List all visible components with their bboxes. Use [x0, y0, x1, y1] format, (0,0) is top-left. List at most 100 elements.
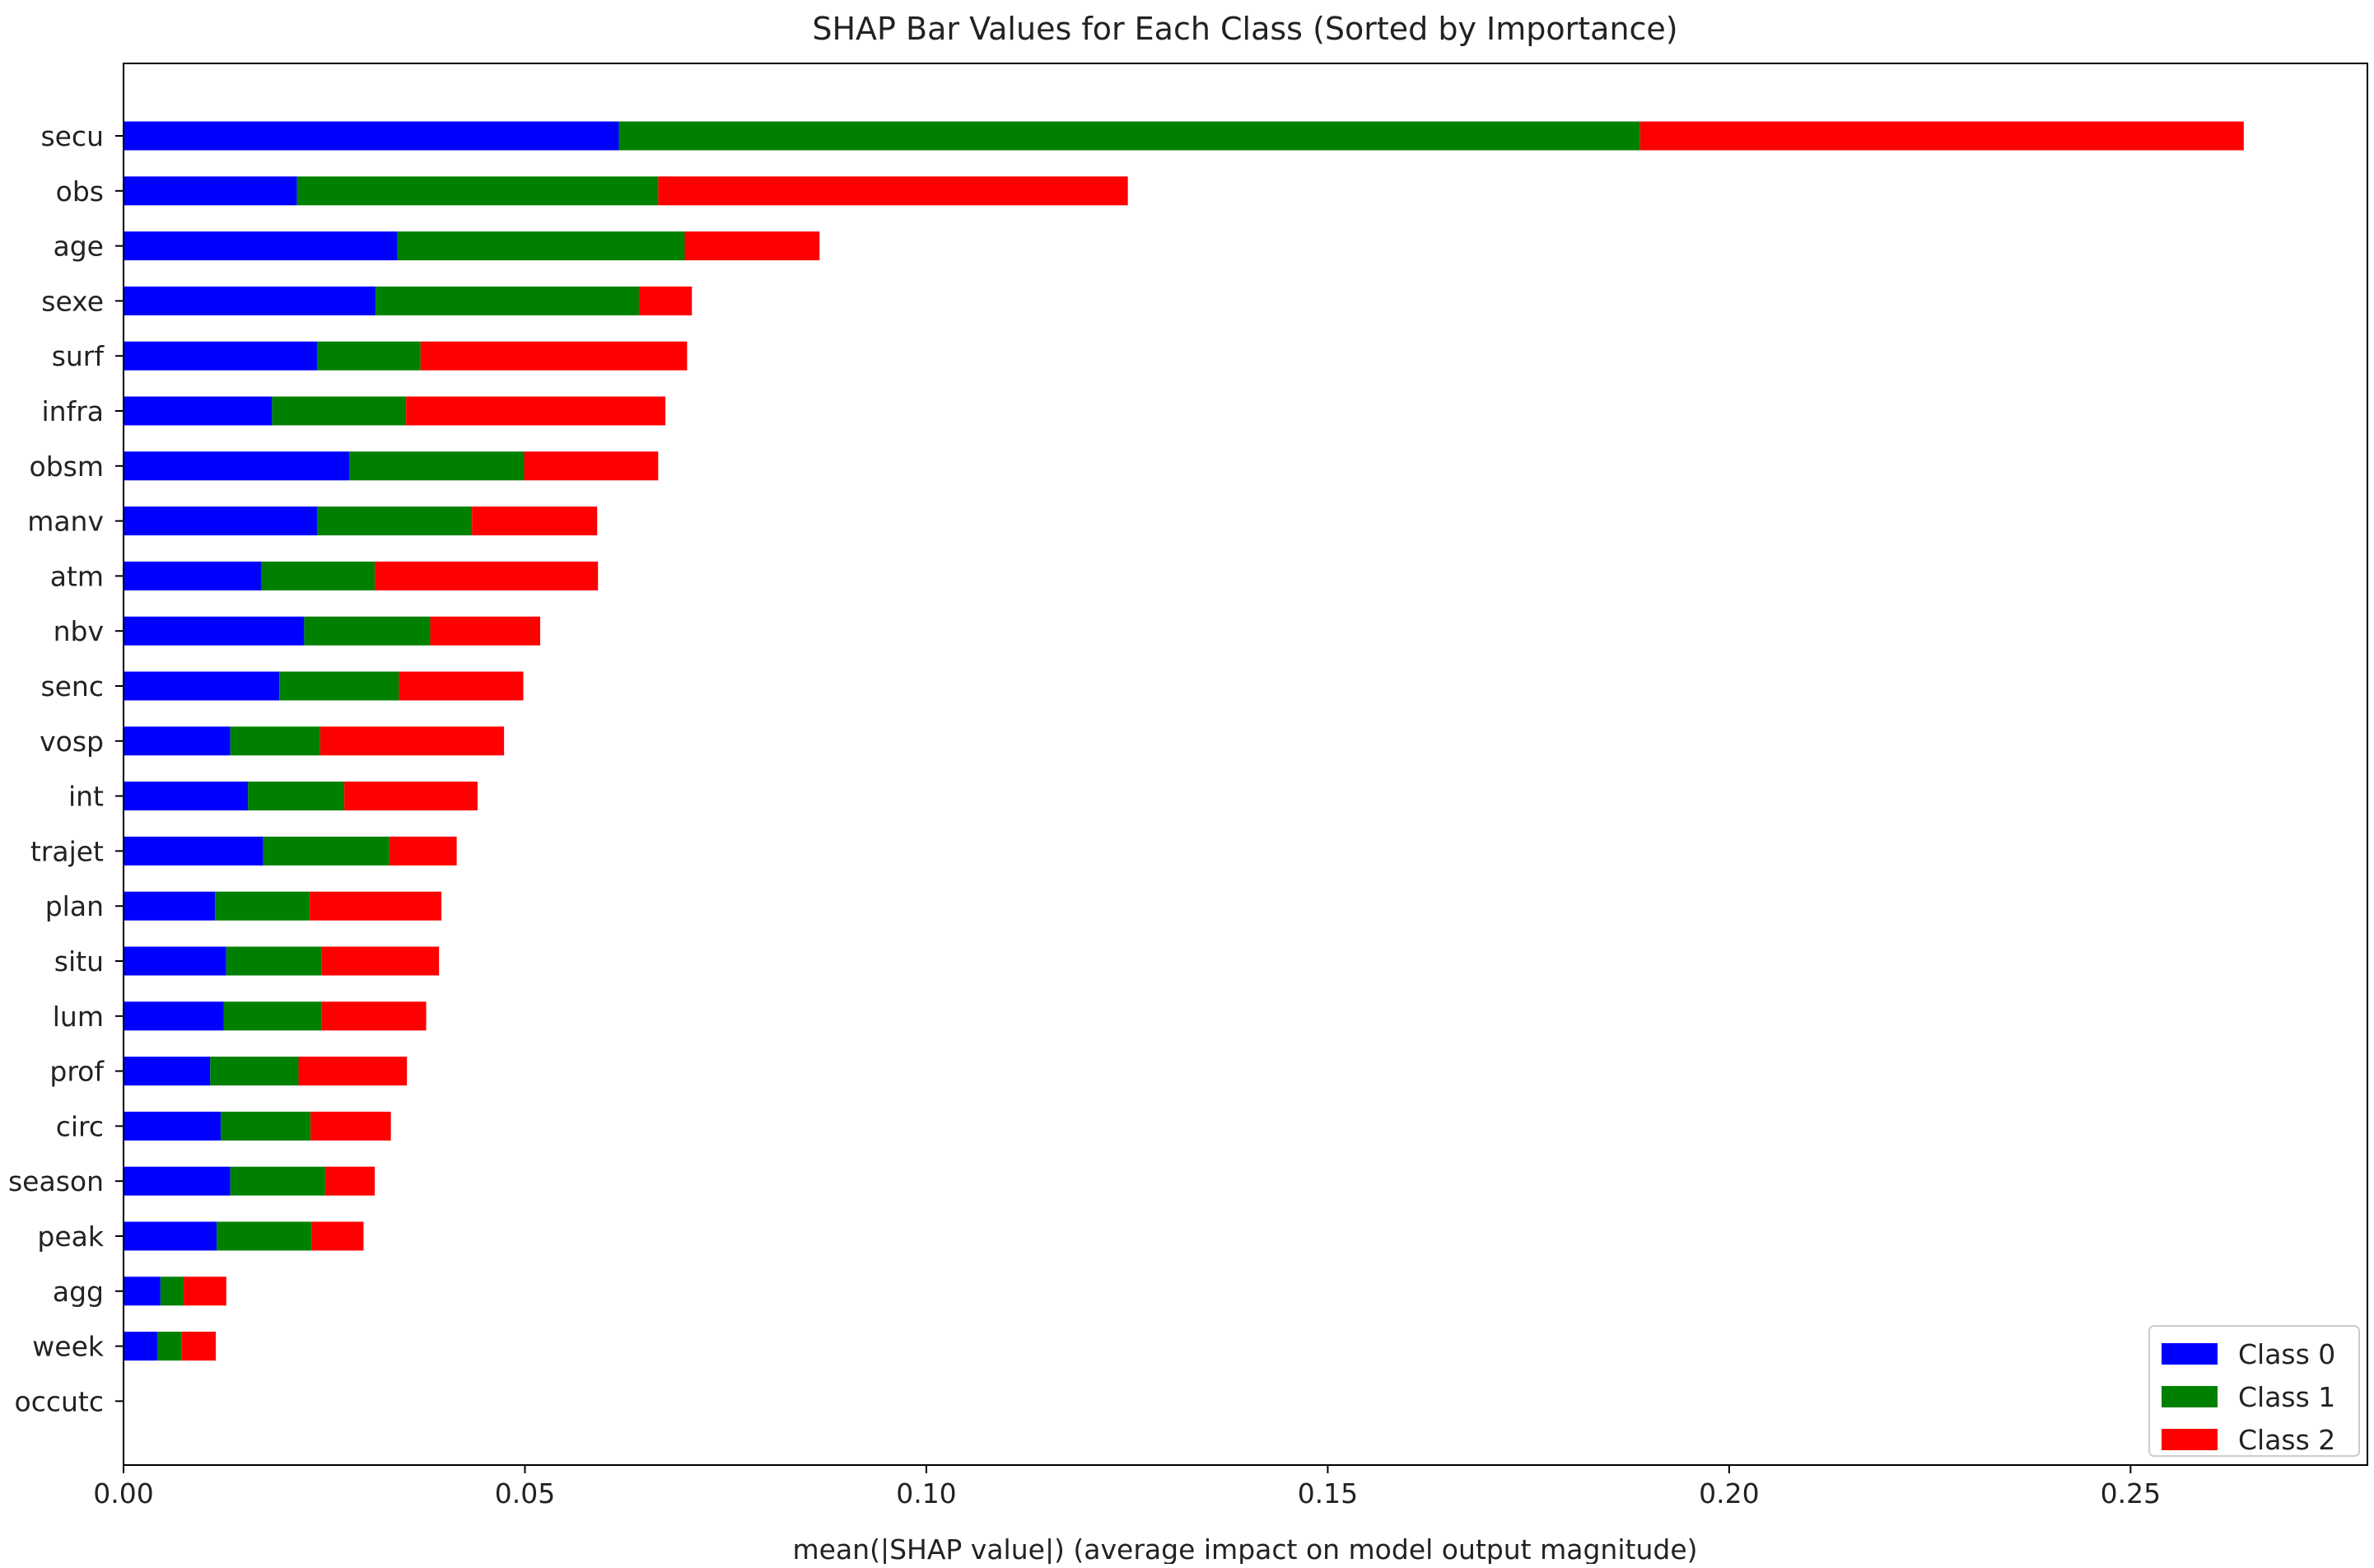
bar-sexe-class-2 [638, 286, 693, 315]
bar-manv-class-2 [472, 506, 598, 536]
bar-prof-class-2 [298, 1057, 408, 1086]
bar-obsm-class-1 [348, 451, 525, 481]
bar-vosp-class-0 [124, 726, 231, 756]
bar-age-class-2 [684, 231, 820, 261]
bar-atm-class-1 [261, 561, 375, 590]
x-tick-label: 0.15 [1298, 1477, 1358, 1510]
bar-obs-class-2 [658, 176, 1128, 206]
bar-nbv-class-0 [124, 616, 305, 646]
legend-swatch-class-0 [2162, 1343, 2218, 1365]
bar-circ-class-1 [220, 1111, 311, 1141]
bar-season-class-1 [230, 1166, 325, 1196]
x-tick-label: 0.00 [93, 1477, 153, 1510]
legend-label-class-0: Class 0 [2238, 1338, 2335, 1370]
y-tick-label-senc: senc [40, 670, 104, 702]
bar-trajet-class-2 [389, 836, 457, 866]
bar-infra-class-1 [272, 396, 407, 426]
y-axis: secu obs age sexe surf infra obsm manv atm nbv sen… [8, 120, 124, 1417]
y-tick-label-manv: manv [27, 506, 104, 538]
y-tick-label-week: week [32, 1331, 105, 1363]
bar-senc-class-1 [279, 671, 399, 701]
bar-week-class-2 [181, 1332, 217, 1361]
bar-situ-class-2 [321, 946, 440, 976]
bar-obs-class-1 [296, 176, 659, 206]
x-axis-title: mean(|SHAP value|) (average impact on mo… [793, 1533, 1698, 1564]
bar-int-class-1 [248, 782, 345, 811]
bar-vosp-class-1 [230, 726, 320, 756]
bar-situ-class-0 [124, 946, 226, 976]
y-tick-label-secu: secu [40, 120, 104, 152]
bar-plan-class-0 [124, 891, 216, 921]
y-tick-label-occutc: occutc [15, 1385, 104, 1417]
bar-atm-class-2 [375, 561, 599, 590]
bar-season-class-0 [124, 1166, 231, 1196]
bar-secu-class-0 [124, 121, 619, 151]
bar-trajet-class-1 [263, 836, 389, 866]
y-tick-label-sexe: sexe [41, 285, 104, 317]
bar-senc-class-0 [124, 671, 280, 701]
bar-nbv-class-2 [430, 616, 541, 646]
bar-peak-class-0 [124, 1221, 217, 1251]
bar-secu-class-1 [618, 121, 1640, 151]
x-tick-label: 0.05 [495, 1477, 555, 1510]
bar-sexe-class-0 [124, 286, 376, 315]
bar-int-class-2 [344, 782, 478, 811]
bar-prof-class-1 [210, 1057, 299, 1086]
bar-senc-class-2 [399, 671, 524, 701]
bar-secu-class-2 [1639, 121, 2244, 151]
y-tick-label-trajet: trajet [30, 835, 104, 867]
bar-nbv-class-1 [304, 616, 431, 646]
plot-frame [123, 63, 2368, 1466]
bar-agg-class-2 [184, 1276, 226, 1306]
bar-manv-class-0 [124, 506, 317, 536]
bar-infra-class-0 [124, 396, 273, 426]
y-tick-label-agg: agg [53, 1276, 104, 1308]
y-tick-label-int: int [68, 781, 104, 813]
legend-label-class-2: Class 2 [2238, 1424, 2335, 1456]
y-tick-label-peak: peak [37, 1220, 104, 1253]
y-tick-label-circ: circ [56, 1110, 104, 1142]
bar-sexe-class-1 [375, 286, 639, 315]
y-tick-label-plan: plan [45, 890, 104, 922]
bar-surf-class-0 [124, 341, 317, 371]
bar-lum-class-1 [223, 1001, 322, 1031]
bar-circ-class-0 [124, 1111, 221, 1141]
y-tick-label-season: season [8, 1165, 104, 1197]
y-tick-label-lum: lum [53, 1001, 104, 1033]
bars-layer [124, 121, 2244, 1361]
bar-surf-class-1 [316, 341, 421, 371]
x-tick-label: 0.20 [1699, 1477, 1759, 1510]
y-tick-label-prof: prof [49, 1056, 105, 1088]
bar-peak-class-2 [311, 1221, 364, 1251]
bar-infra-class-2 [406, 396, 666, 426]
y-tick-label-vosp: vosp [40, 726, 104, 758]
chart-title: SHAP Bar Values for Each Class (Sorted b… [812, 11, 1677, 47]
bar-surf-class-2 [420, 341, 688, 371]
bar-trajet-class-0 [124, 836, 264, 866]
y-tick-label-infra: infra [42, 395, 105, 427]
legend: Class 0 Class 1 Class 2 [2148, 1325, 2360, 1457]
bar-lum-class-0 [124, 1001, 224, 1031]
bar-week-class-1 [156, 1332, 182, 1361]
x-tick-label: 0.10 [896, 1477, 956, 1510]
bar-prof-class-0 [124, 1057, 211, 1086]
y-tick-label-age: age [54, 231, 104, 263]
bar-int-class-0 [124, 782, 249, 811]
bar-vosp-class-2 [319, 726, 505, 756]
bar-age-class-1 [397, 231, 685, 261]
bar-plan-class-1 [215, 891, 310, 921]
bar-obsm-class-2 [524, 451, 659, 481]
bar-lum-class-2 [321, 1001, 427, 1031]
bar-season-class-2 [324, 1166, 375, 1196]
bar-obsm-class-0 [124, 451, 349, 481]
y-tick-label-situ: situ [54, 945, 104, 978]
bar-atm-class-0 [124, 561, 262, 590]
bar-age-class-0 [124, 231, 398, 261]
y-tick-label-atm: atm [50, 560, 104, 592]
bar-situ-class-1 [226, 946, 322, 976]
x-axis: 0.00 0.05 0.10 0.15 0.20 0.25 [93, 1465, 2161, 1510]
y-tick-label-obs: obs [56, 175, 104, 208]
legend-swatch-class-1 [2162, 1386, 2218, 1407]
